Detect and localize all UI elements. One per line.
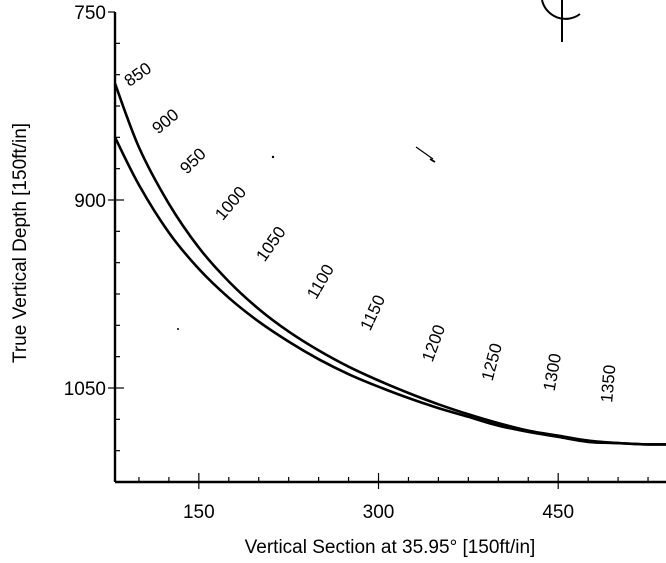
md-label: 1250 [478, 341, 506, 382]
md-label: 950 [176, 144, 209, 177]
x-axis-title: Vertical Section at 35.95° [150ft/in] [245, 537, 536, 558]
scan-speck [271, 155, 275, 159]
md-label: 900 [148, 105, 182, 138]
md-label: 1300 [540, 352, 565, 393]
x-tick-label: 300 [363, 502, 395, 523]
series-line-1 [113, 82, 666, 446]
md-label: 1050 [252, 223, 289, 265]
curves-layer [113, 82, 666, 446]
x-tick-label: 150 [183, 502, 215, 523]
scan-mark [429, 158, 436, 163]
series-line-2 [113, 136, 666, 446]
md-label: 1150 [357, 292, 390, 333]
axes-layer: 750 900 1050 150 300 450 [64, 3, 666, 523]
x-tick-label: 450 [542, 502, 574, 523]
md-label: 1350 [597, 364, 619, 403]
y-tick-label: 750 [74, 3, 106, 24]
md-label: 1100 [303, 261, 338, 302]
y-tick-label: 900 [74, 191, 106, 212]
y-axis-title: True Vertical Depth [150ft/in] [10, 123, 31, 363]
scan-mark [415, 146, 434, 160]
north-arrow-circle [541, 0, 581, 20]
md-label: 1000 [211, 183, 250, 224]
md-label: 850 [121, 59, 155, 91]
md-label: 1200 [418, 322, 449, 364]
decor-layer [177, 0, 581, 330]
scan-speck [177, 328, 179, 330]
y-tick-label: 1050 [64, 379, 106, 400]
